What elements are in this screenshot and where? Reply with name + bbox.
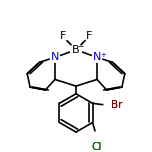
Circle shape bbox=[109, 98, 124, 113]
Text: Cl: Cl bbox=[91, 142, 102, 152]
Text: F: F bbox=[86, 31, 93, 41]
Circle shape bbox=[50, 53, 60, 62]
Circle shape bbox=[92, 53, 102, 62]
Circle shape bbox=[70, 44, 82, 55]
Text: −: − bbox=[78, 42, 84, 51]
Text: +: + bbox=[100, 52, 106, 58]
Text: Cl: Cl bbox=[91, 142, 102, 152]
Circle shape bbox=[90, 132, 103, 145]
Text: N: N bbox=[93, 52, 101, 62]
Text: B: B bbox=[72, 45, 80, 55]
Text: F: F bbox=[59, 31, 66, 41]
Circle shape bbox=[58, 32, 67, 41]
Text: Br: Br bbox=[111, 100, 122, 110]
Circle shape bbox=[104, 98, 119, 113]
Text: N: N bbox=[51, 52, 59, 62]
Text: Br: Br bbox=[111, 100, 122, 110]
Circle shape bbox=[85, 32, 94, 41]
Circle shape bbox=[89, 140, 104, 152]
